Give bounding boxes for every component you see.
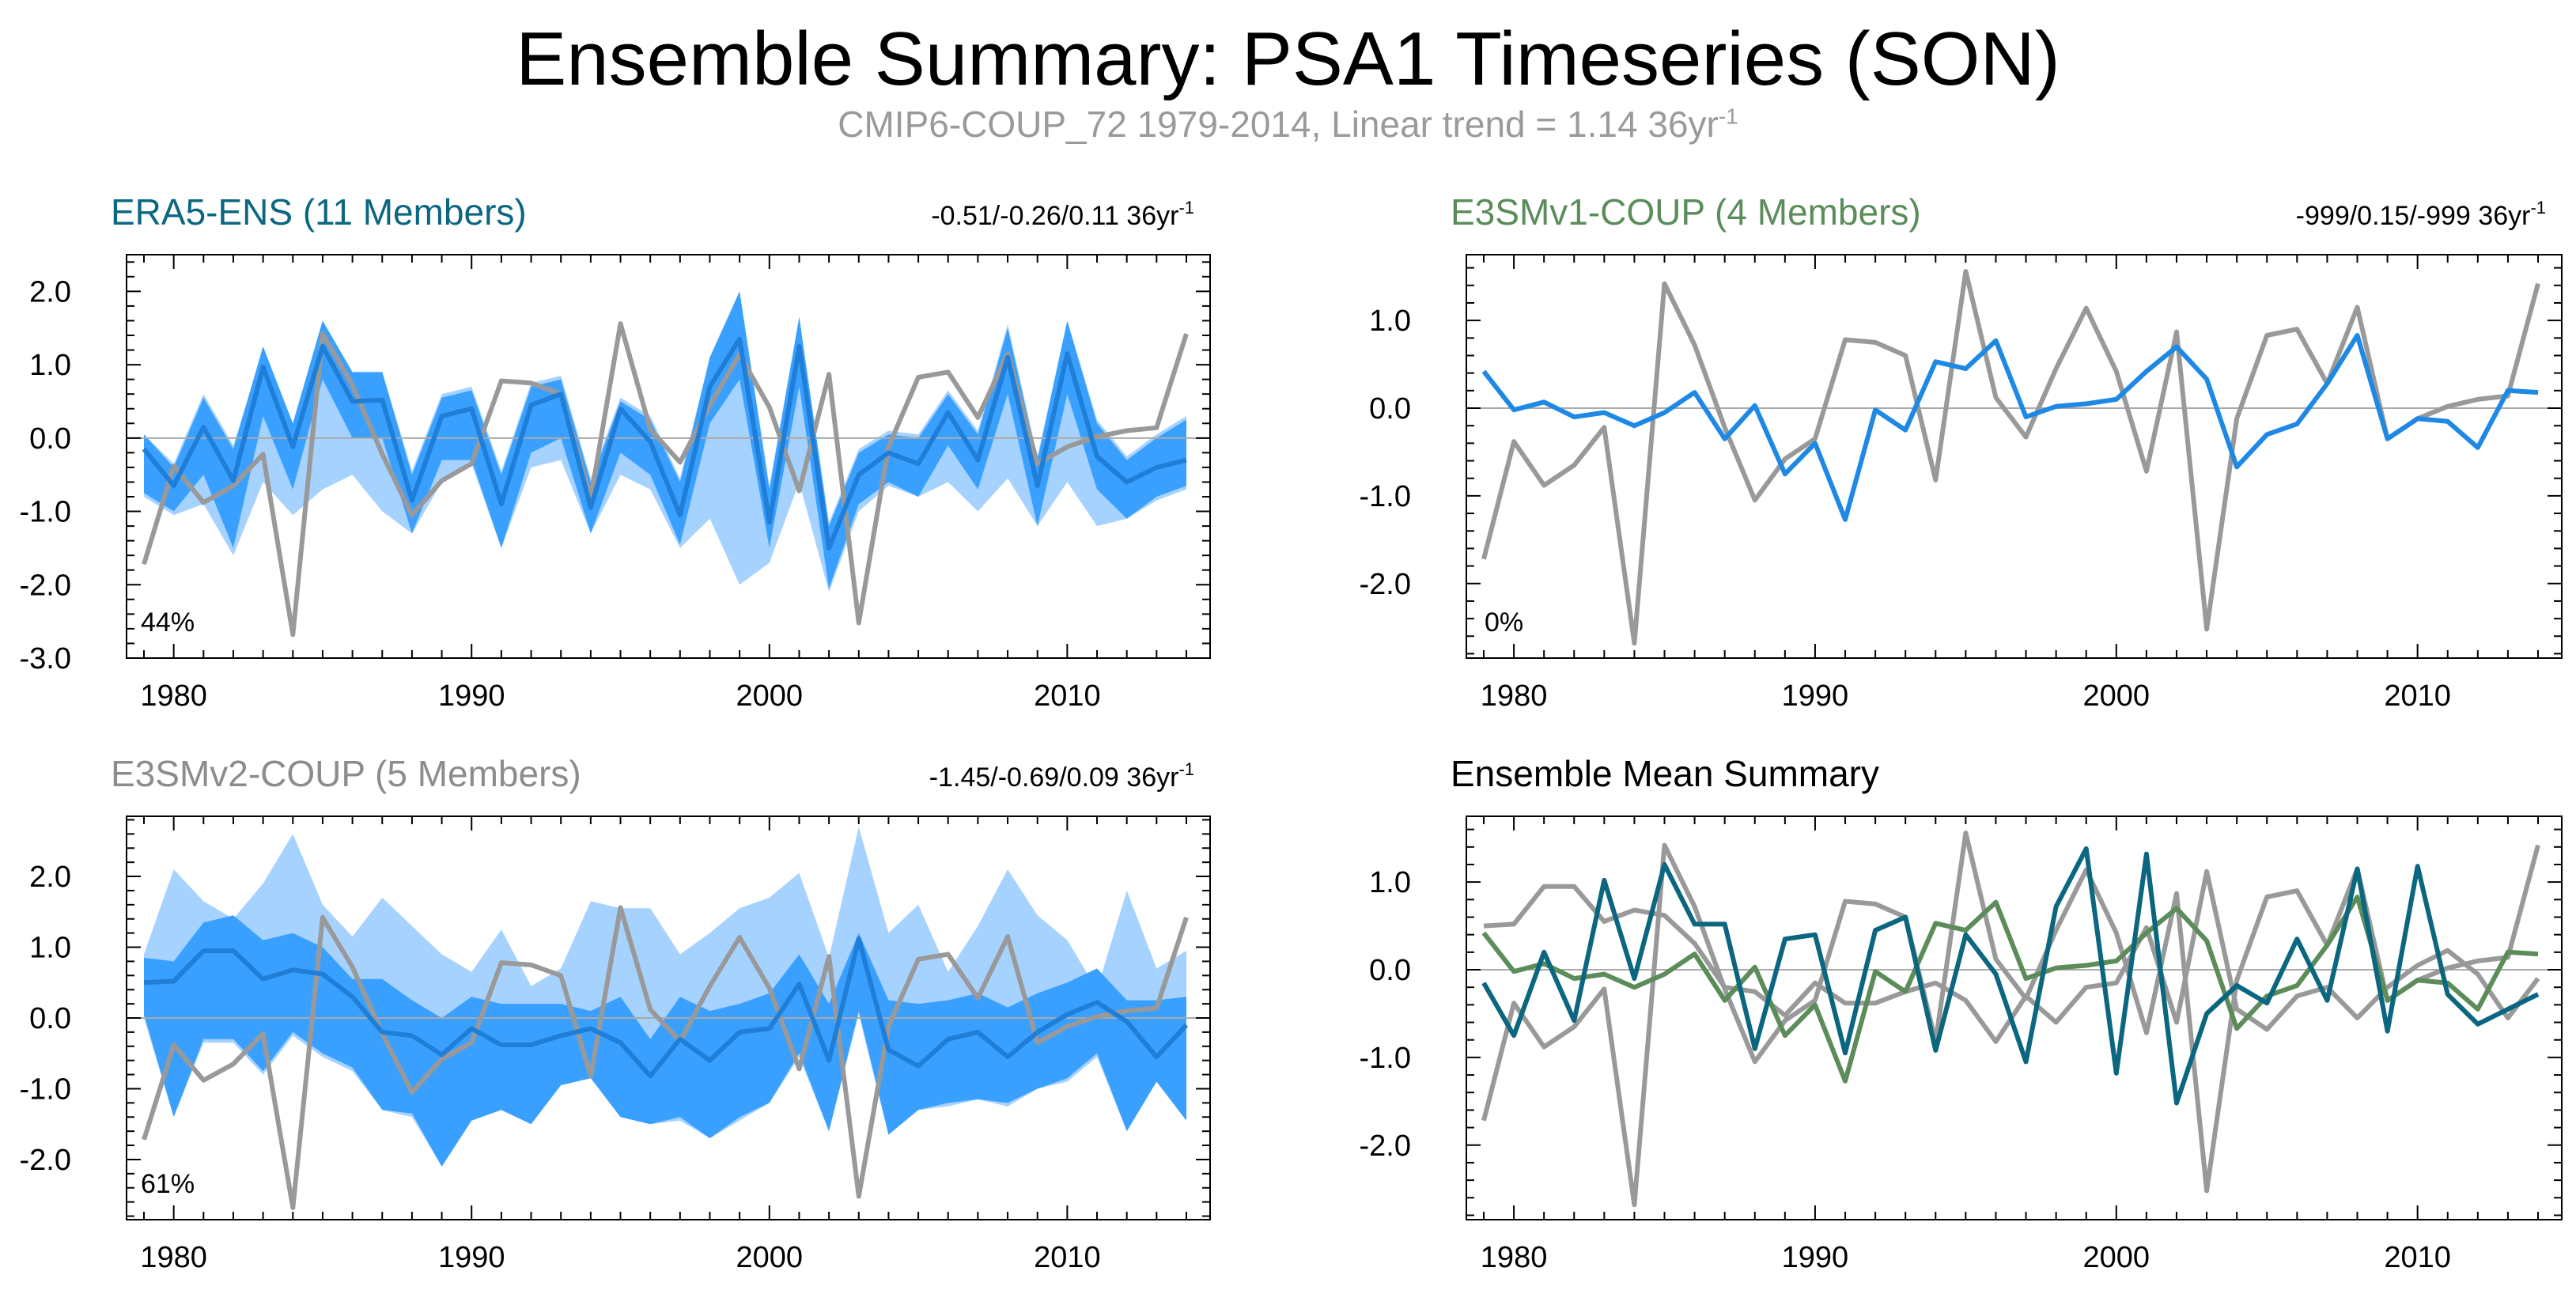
x-tick-label: 2000 <box>2083 1241 2150 1274</box>
y-tick-label: -1.0 <box>1360 480 1411 513</box>
panel-era5: ERA5-ENS (11 Members) -0.51/-0.26/0.11 3… <box>20 191 1211 713</box>
y-tick-label: 0.0 <box>1369 392 1411 426</box>
y-tick-label: -1.0 <box>1360 1042 1411 1075</box>
plot-area: -2.0 -1.0 0.0 1.0 1980 1990 2000 2010 <box>1360 815 2563 1274</box>
trend-superscript: -1 <box>1178 198 1194 218</box>
x-tick-label: 1980 <box>140 1241 207 1274</box>
plot-area: -3.0 -2.0 -1.0 0.0 1.0 2.0 1980 1990 2000 2010 <box>20 254 1211 713</box>
percent-label: 44% <box>141 607 195 638</box>
trend-label: -1.45/-0.69/0.09 36yr-1 <box>929 759 1194 793</box>
plot-frame <box>1466 815 2563 1220</box>
x-tick-label: 2000 <box>736 679 804 713</box>
y-tick-label: 1.0 <box>1369 866 1411 899</box>
plot-area: -2.0 -1.0 0.0 1.0 1980 1990 2000 2010 <box>1360 254 2563 713</box>
y-tick-label: 2.0 <box>29 861 71 894</box>
x-tick-label: 1990 <box>1782 679 1849 713</box>
y-tick-label: -2.0 <box>20 569 71 602</box>
x-tick-label: 2000 <box>2083 679 2150 713</box>
y-tick-label: 1.0 <box>29 349 71 382</box>
observations-line <box>1481 269 2540 646</box>
y-tick-label: 0.0 <box>1369 954 1411 987</box>
inner-range-band <box>144 291 1186 588</box>
trend-label: -0.51/-0.26/0.11 36yr-1 <box>931 198 1194 231</box>
x-tick-label: 1990 <box>438 679 505 713</box>
plot-area: -2.0 -1.0 0.0 1.0 2.0 1980 1990 2000 2010 <box>20 815 1211 1274</box>
inner-range-band <box>144 915 1186 1167</box>
trend-text: -0.51/-0.26/0.11 36yr <box>931 201 1178 231</box>
trend-superscript: -1 <box>2530 198 2546 218</box>
x-tick-label: 1990 <box>1782 1241 1849 1274</box>
panel-title: E3SMv1-COUP (4 Members) <box>1451 191 1921 233</box>
y-tick-label: 0.0 <box>29 422 71 456</box>
x-tick-label: 1980 <box>140 679 207 713</box>
y-tick-label: -1.0 <box>20 496 71 529</box>
x-tick-label: 2000 <box>736 1241 804 1274</box>
x-tick-label: 1980 <box>1481 679 1548 713</box>
trend-text: -1.45/-0.69/0.09 36yr <box>929 762 1179 793</box>
plot-frame <box>126 254 1211 659</box>
y-tick-label: 2.0 <box>29 275 71 308</box>
ensemble-mean-line <box>142 336 1187 551</box>
observations-line <box>142 905 1189 1210</box>
x-tick-label: 2010 <box>1034 679 1101 713</box>
trend-label: -999/0.15/-999 36yr-1 <box>2296 198 2546 231</box>
subtitle-superscript: -1 <box>1718 104 1738 129</box>
y-tick-label: -1.0 <box>20 1073 71 1106</box>
ensemble-mean-line <box>143 936 1189 1079</box>
panel-title: Ensemble Mean Summary <box>1451 753 1879 794</box>
e3smv1-mean-line <box>1481 895 2539 1084</box>
subtitle-text: CMIP6-COUP_72 1979-2014, Linear trend = … <box>838 104 1719 145</box>
x-tick-label: 2010 <box>1034 1241 1101 1274</box>
era5-mean-line <box>1481 846 2540 1106</box>
x-tick-label: 2010 <box>2384 679 2451 713</box>
x-tick-label: 1990 <box>438 1241 505 1274</box>
percent-label: 61% <box>141 1169 195 1199</box>
panel-ensemble-mean-summary: Ensemble Mean Summary -2.0 -1.0 0.0 1.0 1980… <box>1360 753 2563 1274</box>
y-tick-label: 1.0 <box>29 932 71 965</box>
ensemble-mean-line <box>1481 333 2539 522</box>
panel-title: E3SMv2-COUP (5 Members) <box>111 753 581 794</box>
trend-superscript: -1 <box>1178 759 1194 779</box>
figure-subtitle: CMIP6-COUP_72 1979-2014, Linear trend = … <box>0 103 2576 146</box>
x-tick-label: 1980 <box>1481 1241 1548 1274</box>
panel-e3smv1: E3SMv1-COUP (4 Members) -999/0.15/-999 3… <box>1360 191 2563 713</box>
x-tick-label: 2010 <box>2384 1241 2451 1274</box>
trend-text: -999/0.15/-999 36yr <box>2296 201 2531 231</box>
y-tick-label: -2.0 <box>1360 1129 1411 1163</box>
panel-e3smv2: E3SMv2-COUP (5 Members) -1.45/-0.69/0.09… <box>20 753 1211 1274</box>
figure-title: Ensemble Summary: PSA1 Timeseries (SON) <box>516 17 2060 101</box>
y-tick-label: -2.0 <box>20 1144 71 1177</box>
panel-title: ERA5-ENS (11 Members) <box>111 191 527 233</box>
plot-frame <box>1466 254 2563 659</box>
y-tick-label: -3.0 <box>20 642 71 675</box>
outer-range-band <box>144 291 1186 592</box>
y-tick-label: 0.0 <box>29 1002 71 1035</box>
y-tick-label: -2.0 <box>1360 568 1411 601</box>
percent-label: 0% <box>1485 607 1523 638</box>
y-tick-label: 1.0 <box>1369 305 1411 338</box>
